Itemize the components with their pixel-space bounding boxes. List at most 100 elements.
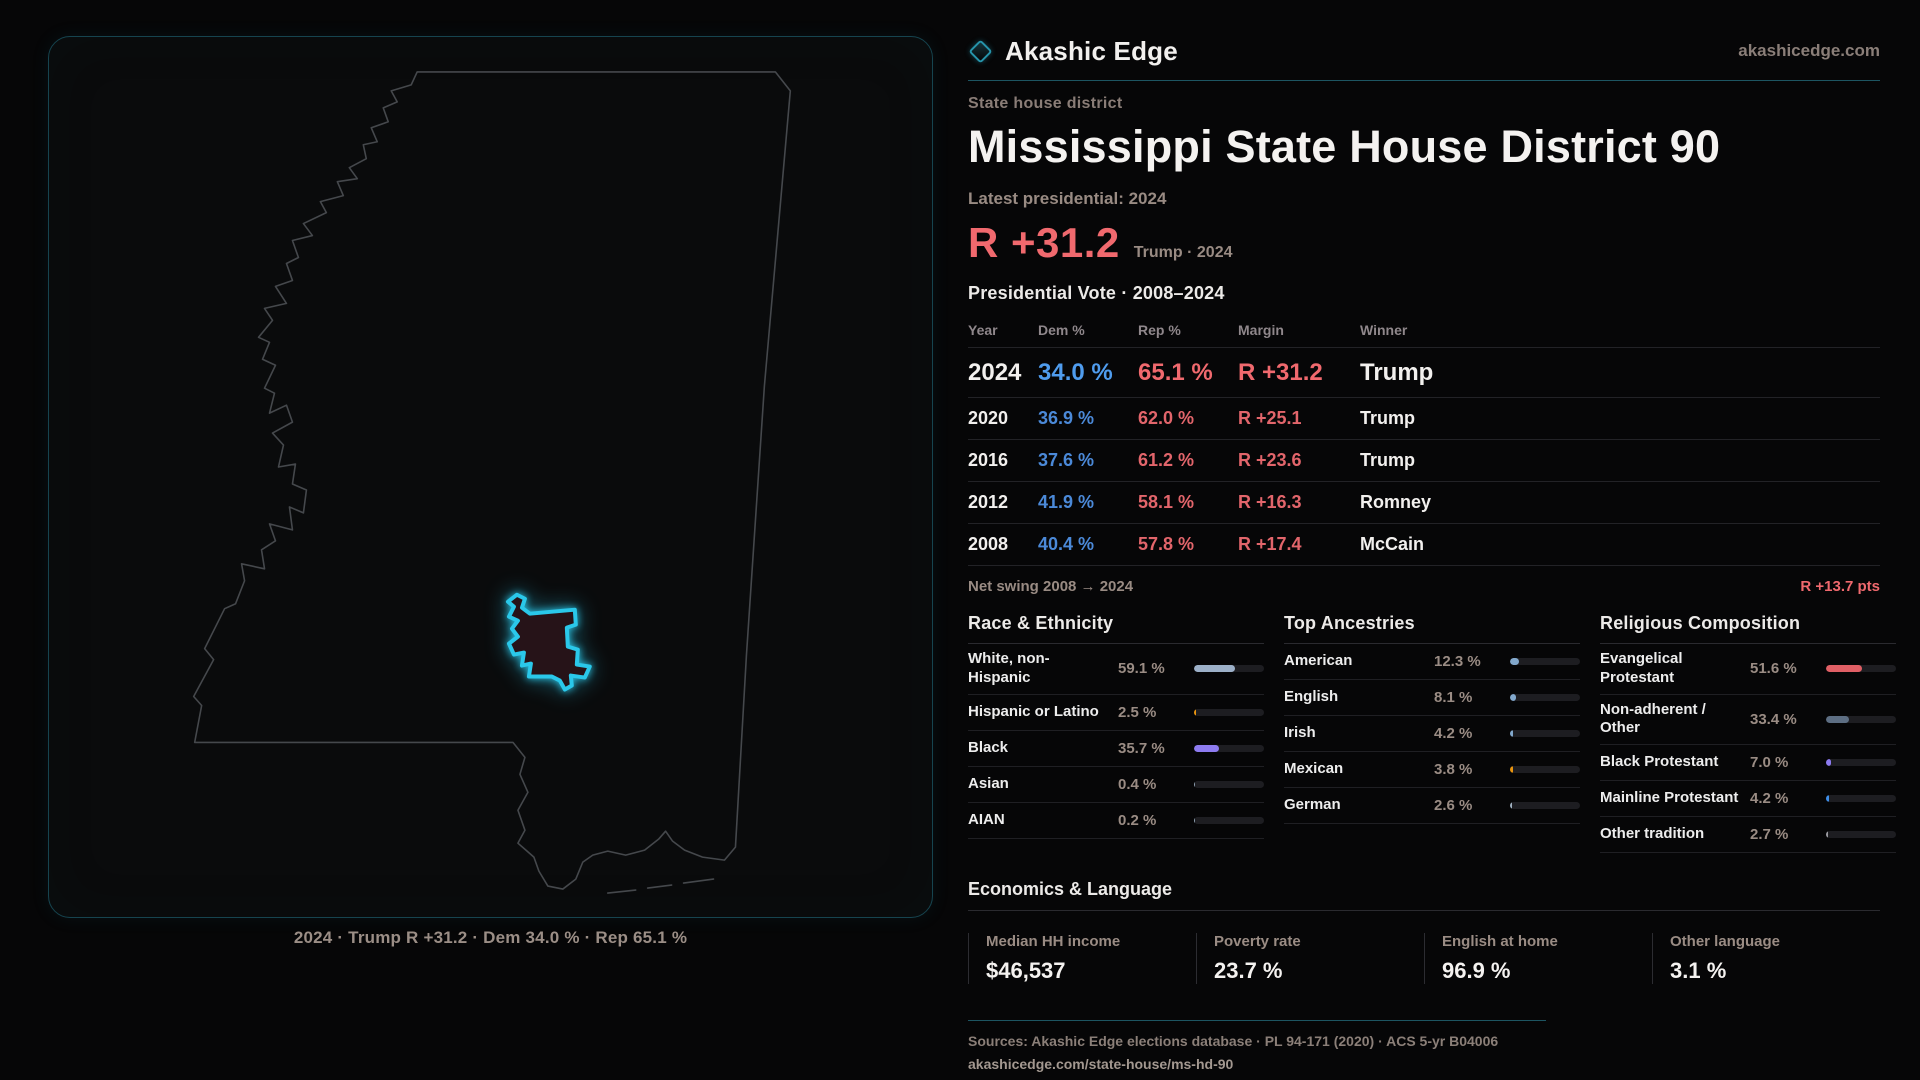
demo-label: Black [968, 738, 1009, 756]
stat-label: English at home [1442, 933, 1558, 950]
demo-bar [1510, 694, 1580, 701]
diamond-logo-icon [968, 38, 993, 64]
cell-rep: 57.8 % [1138, 534, 1195, 554]
stat-poverty-rate: Poverty rate 23.7 % [1196, 933, 1424, 984]
col-header-year: Year [968, 322, 998, 338]
cell-margin: R +31.2 [1238, 358, 1323, 386]
demo-label: American [1284, 652, 1353, 670]
cell-dem: 40.4 % [1038, 534, 1095, 554]
demo-label: AIAN [968, 810, 1005, 828]
cell-winner: Romney [1360, 492, 1432, 512]
demo-value: 0.2 % [1118, 811, 1157, 829]
vote-table-title: Presidential Vote · 2008–2024 [968, 283, 1225, 303]
sources-line: Sources: Akashic Edge elections database… [968, 1033, 1499, 1049]
demo-label: English [1284, 688, 1339, 706]
demo-value: 4.2 % [1750, 790, 1789, 807]
mississippi-map [192, 71, 792, 894]
state-outline [192, 71, 792, 890]
cell-year: 2024 [968, 358, 1022, 386]
demo-label: Hispanic or Latino [968, 702, 1099, 720]
demo-row: Mexican 3.8 % [1284, 752, 1580, 788]
stat-label: Poverty rate [1214, 933, 1301, 950]
demo-value: 51.6 % [1750, 660, 1797, 678]
cell-rep: 65.1 % [1138, 358, 1213, 386]
vote-row-2012: 2012 41.9 % 58.1 % R +16.3 Romney [968, 482, 1880, 524]
permalink-url[interactable]: akashicedge.com/state-house/ms-hd-90 [968, 1056, 1234, 1072]
cell-year: 2008 [968, 534, 1009, 554]
demo-bar [1826, 715, 1896, 723]
demo-row: Mainline Protestant 4.2 % [1600, 781, 1896, 817]
demo-bar [1194, 708, 1264, 716]
col-header-rep: Rep % [1138, 322, 1181, 338]
demo-value: 59.1 % [1118, 660, 1165, 678]
demo-row: Black 35.7 % [968, 731, 1264, 767]
demo-value: 33.4 % [1750, 710, 1797, 728]
net-swing-value: R +13.7 pts [1800, 578, 1880, 595]
barrier-islands-outline [606, 878, 715, 894]
stat-label: Other language [1670, 933, 1781, 950]
demo-row: Asian 0.4 % [968, 767, 1264, 803]
column-title: Race & Ethnicity [968, 613, 1264, 644]
cell-margin: R +23.6 [1238, 450, 1302, 470]
demo-row: Hispanic or Latino 2.5 % [968, 695, 1264, 731]
demo-row: AIAN 0.2 % [968, 803, 1264, 839]
margin-hero: R +31.2 Trump · 2024 [968, 219, 1880, 267]
stat-label: Median HH income [986, 933, 1121, 950]
demo-label: Other tradition [1600, 825, 1705, 843]
demo-row: Other tradition 2.7 % [1600, 817, 1896, 853]
col-header-dem: Dem % [1038, 322, 1085, 338]
demo-value: 2.7 % [1750, 826, 1789, 843]
demo-row: German 2.6 % [1284, 788, 1580, 824]
demo-row: White, non-Hispanic 59.1 % [968, 644, 1264, 695]
demo-bar [1510, 766, 1580, 773]
page-title: Mississippi State House District 90 [968, 121, 1721, 172]
demo-bar [1194, 816, 1264, 824]
demo-value: 3.8 % [1434, 761, 1473, 778]
net-swing-label: Net swing 2008 → 2024 [968, 578, 1134, 595]
demo-bar [1826, 831, 1896, 838]
column-title: Religious Composition [1600, 613, 1896, 644]
economics-stats: Median HH income $46,537 Poverty rate 23… [968, 933, 1880, 984]
demo-label: Irish [1284, 724, 1316, 742]
cell-margin: R +25.1 [1238, 408, 1302, 428]
demo-bar [1826, 665, 1896, 673]
cell-rep: 61.2 % [1138, 450, 1195, 470]
demo-row: Evangelical Protestant 51.6 % [1600, 644, 1896, 695]
cell-winner: Trump [1360, 408, 1416, 428]
demo-row: Black Protestant 7.0 % [1600, 745, 1896, 781]
stat-english-at-home: English at home 96.9 % [1424, 933, 1652, 984]
cell-winner: Trump [1360, 450, 1416, 470]
vote-row-2024: 2024 34.0 % 65.1 % R +31.2 Trump [968, 348, 1880, 398]
district-90-shape[interactable] [505, 592, 592, 692]
column-title: Top Ancestries [1284, 613, 1580, 644]
stat-other-language: Other language 3.1 % [1652, 933, 1880, 984]
economics-title: Economics & Language [968, 879, 1880, 911]
demo-label: Non-adherent / Other [1600, 700, 1706, 737]
demo-bar [1194, 665, 1264, 673]
cell-rep: 62.0 % [1138, 408, 1195, 428]
cell-dem: 41.9 % [1038, 492, 1095, 512]
cell-dem: 34.0 % [1038, 358, 1113, 386]
demo-value: 35.7 % [1118, 739, 1165, 757]
demo-value: 2.6 % [1434, 797, 1473, 814]
demo-value: 12.3 % [1434, 653, 1481, 670]
demo-bar [1826, 795, 1896, 802]
stat-value: 23.7 % [1214, 958, 1283, 983]
race-ethnicity-column: Race & Ethnicity White, non-Hispanic 59.… [968, 613, 1264, 853]
brand-domain-link[interactable]: akashicedge.com [1738, 41, 1880, 60]
cell-dem: 36.9 % [1038, 408, 1095, 428]
demo-value: 8.1 % [1434, 689, 1473, 706]
vote-table-header-row: Year Dem % Rep % Margin Winner [968, 316, 1880, 348]
demo-row: American 12.3 % [1284, 644, 1580, 680]
demo-label: German [1284, 796, 1341, 814]
cell-winner: McCain [1360, 534, 1425, 554]
district-type-eyebrow: State house district [968, 95, 1123, 112]
demo-value: 0.4 % [1118, 775, 1157, 793]
demo-label: Evangelical Protestant [1600, 650, 1683, 686]
cell-dem: 37.6 % [1038, 450, 1095, 470]
demo-bar [1194, 780, 1264, 788]
latest-presidential-label: Latest presidential: 2024 [968, 189, 1167, 208]
header-divider [968, 80, 1880, 81]
margin-context: Trump · 2024 [1133, 244, 1233, 261]
cell-winner: Trump [1360, 358, 1434, 386]
